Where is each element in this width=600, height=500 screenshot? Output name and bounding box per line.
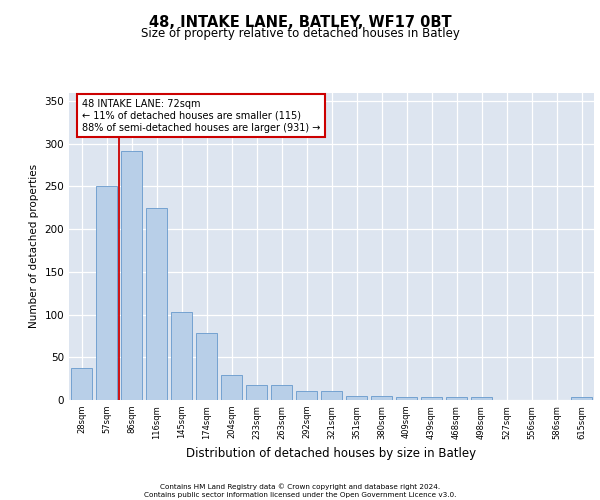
Bar	[296, 392, 317, 400]
Bar	[396, 396, 417, 400]
Bar	[121, 152, 142, 400]
Bar	[321, 392, 342, 400]
Bar	[221, 375, 242, 400]
Text: Contains HM Land Registry data © Crown copyright and database right 2024.
Contai: Contains HM Land Registry data © Crown c…	[144, 484, 456, 498]
Bar	[271, 384, 292, 400]
Bar	[246, 384, 267, 400]
Bar	[346, 396, 367, 400]
Bar	[446, 398, 467, 400]
Bar	[471, 398, 492, 400]
Bar	[171, 312, 192, 400]
Bar	[371, 396, 392, 400]
Bar	[421, 396, 442, 400]
Text: 48, INTAKE LANE, BATLEY, WF17 0BT: 48, INTAKE LANE, BATLEY, WF17 0BT	[149, 15, 451, 30]
Text: Size of property relative to detached houses in Batley: Size of property relative to detached ho…	[140, 28, 460, 40]
Bar	[571, 398, 592, 400]
Bar	[96, 186, 117, 400]
Text: 48 INTAKE LANE: 72sqm
← 11% of detached houses are smaller (115)
88% of semi-det: 48 INTAKE LANE: 72sqm ← 11% of detached …	[82, 100, 320, 132]
X-axis label: Distribution of detached houses by size in Batley: Distribution of detached houses by size …	[187, 447, 476, 460]
Bar	[146, 208, 167, 400]
Y-axis label: Number of detached properties: Number of detached properties	[29, 164, 39, 328]
Bar	[71, 368, 92, 400]
Bar	[196, 332, 217, 400]
